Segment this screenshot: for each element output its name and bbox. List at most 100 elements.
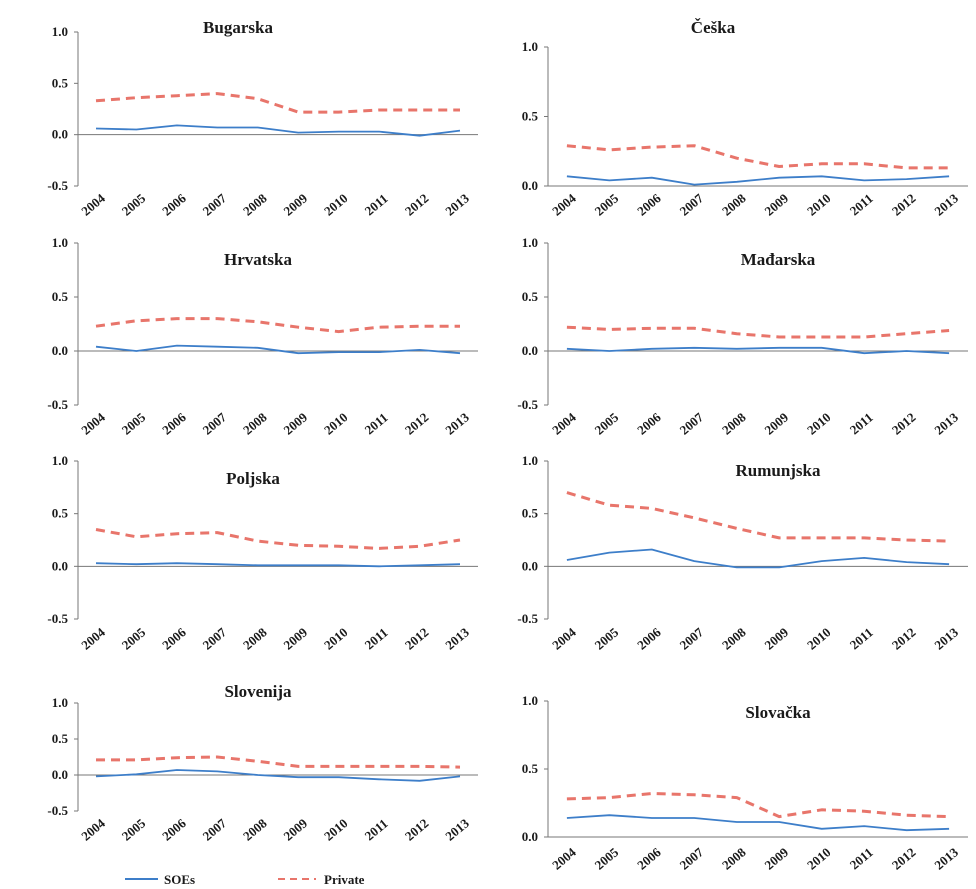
series-line-soes [566,548,950,569]
x-tick-label: 2013 [442,190,472,219]
chart-panel: Hrvatska 1.0 0.5 0.0 -0.5 2004 2005 2006 2007 200… [47,235,478,438]
x-tick-label: 2013 [931,624,961,653]
series-line-private [96,755,461,769]
x-tick-label: 2006 [634,190,664,219]
y-tick-label: 0.5 [52,731,69,746]
y-tick-label: -0.5 [517,397,538,412]
chart-panel: Češka 1.0 0.5 0.0 2004 2005 2006 2007 2008 2009 20… [522,18,968,219]
x-tick-label: 2009 [762,844,792,873]
x-tick-label: 2005 [592,624,622,653]
x-tick-label: 2006 [634,844,664,873]
x-tick-label: 2013 [442,624,472,653]
x-tick-label: 2009 [281,409,311,438]
x-tick-label: 2007 [200,624,230,653]
series-line-soes [95,562,461,568]
y-tick-label: 0.5 [52,506,69,521]
series-line-private [566,325,950,339]
series-line-private [566,144,950,170]
x-tick-label: 2006 [159,190,189,219]
x-tick-label: 2011 [847,625,876,653]
x-tick-label: 2005 [592,190,622,219]
x-tick-label: 2009 [281,190,311,219]
chart-title: Hrvatska [224,250,293,269]
x-tick-label: 2010 [804,844,834,872]
x-tick-label: 2008 [719,624,749,653]
y-tick-label: -0.5 [47,397,68,412]
legend-private-label: Private [324,872,365,887]
series-line-private [566,792,950,819]
x-tick-label: 2011 [847,410,876,438]
x-tick-label: 2008 [240,815,270,844]
legend-soe-label: SOEs [164,872,195,887]
y-tick-label: 0.5 [522,289,539,304]
x-tick-label: 2004 [549,624,579,653]
series-line-soes [95,344,461,355]
y-tick-label: 1.0 [522,453,538,468]
x-tick-label: 2010 [804,409,834,437]
x-tick-label: 2005 [119,624,149,653]
y-tick-label: 0.0 [522,343,538,358]
x-tick-label: 2006 [159,624,189,653]
series-line-soes [95,769,461,782]
x-tick-label: 2008 [240,190,270,219]
series-line-soes [95,124,461,137]
x-tick-label: 2005 [119,815,149,844]
chart-panel: Slovačka 1.0 0.5 0.0 2004 2005 2006 2007 2008 200… [522,693,968,873]
chart-title: Mađarska [741,250,816,269]
y-tick-label: 0.5 [522,506,539,521]
y-tick-label: 0.5 [522,761,539,776]
x-tick-label: 2011 [362,625,391,653]
x-tick-label: 2009 [762,190,792,219]
x-tick-label: 2006 [634,409,664,438]
y-tick-label: 1.0 [52,24,68,39]
series-line-private [95,92,460,114]
x-tick-label: 2013 [931,409,961,438]
x-tick-label: 2008 [240,409,270,438]
x-tick-label: 2004 [78,409,108,438]
x-tick-label: 2009 [281,624,311,653]
y-tick-label: -0.5 [517,611,538,626]
x-tick-label: 2005 [592,409,622,438]
chart-title: Poljska [226,469,280,488]
x-tick-label: 2009 [762,624,792,653]
x-tick-label: 2009 [281,815,311,844]
x-tick-label: 2012 [402,815,432,843]
x-tick-label: 2007 [677,844,707,873]
x-tick-label: 2009 [762,409,792,438]
x-tick-label: 2007 [200,815,230,844]
x-tick-label: 2006 [634,624,664,653]
x-tick-label: 2004 [549,409,579,438]
x-tick-label: 2007 [677,190,707,219]
x-tick-label: 2010 [321,190,351,218]
y-tick-label: 0.5 [522,109,539,124]
x-tick-label: 2011 [362,191,391,219]
x-tick-label: 2012 [889,190,919,218]
x-tick-label: 2012 [402,190,432,218]
x-tick-label: 2007 [200,409,230,438]
series-line-soes [566,346,950,355]
x-tick-label: 2011 [362,410,391,438]
x-tick-label: 2007 [677,624,707,653]
x-tick-label: 2010 [321,409,351,437]
chart-title: Bugarska [203,18,273,37]
x-tick-label: 2005 [119,409,149,438]
y-tick-label: 1.0 [52,453,68,468]
x-tick-label: 2012 [889,624,919,652]
x-tick-label: 2008 [719,844,749,873]
y-tick-label: 0.0 [52,343,68,358]
y-tick-label: 0.0 [52,127,68,142]
chart-title: Češka [691,18,736,37]
chart-panel: Mađarska 1.0 0.5 0.0 -0.5 2004 2005 2006 2007 200… [517,235,968,438]
y-tick-label: 0.0 [522,558,538,573]
y-tick-label: 0.0 [52,767,68,782]
y-tick-label: 1.0 [522,235,538,250]
chart-panel: Slovenija 1.0 0.5 0.0 -0.5 2004 2005 2006 2007 20… [47,682,478,844]
x-tick-label: 2007 [677,409,707,438]
x-tick-label: 2010 [804,624,834,652]
x-tick-label: 2011 [847,845,876,873]
chart-panel: Bugarska 1.0 0.5 0.0 -0.5 2004 2005 2006 2007 200… [47,18,478,219]
series-line-soes [566,175,950,186]
x-tick-label: 2005 [119,190,149,219]
x-tick-label: 2013 [931,190,961,219]
